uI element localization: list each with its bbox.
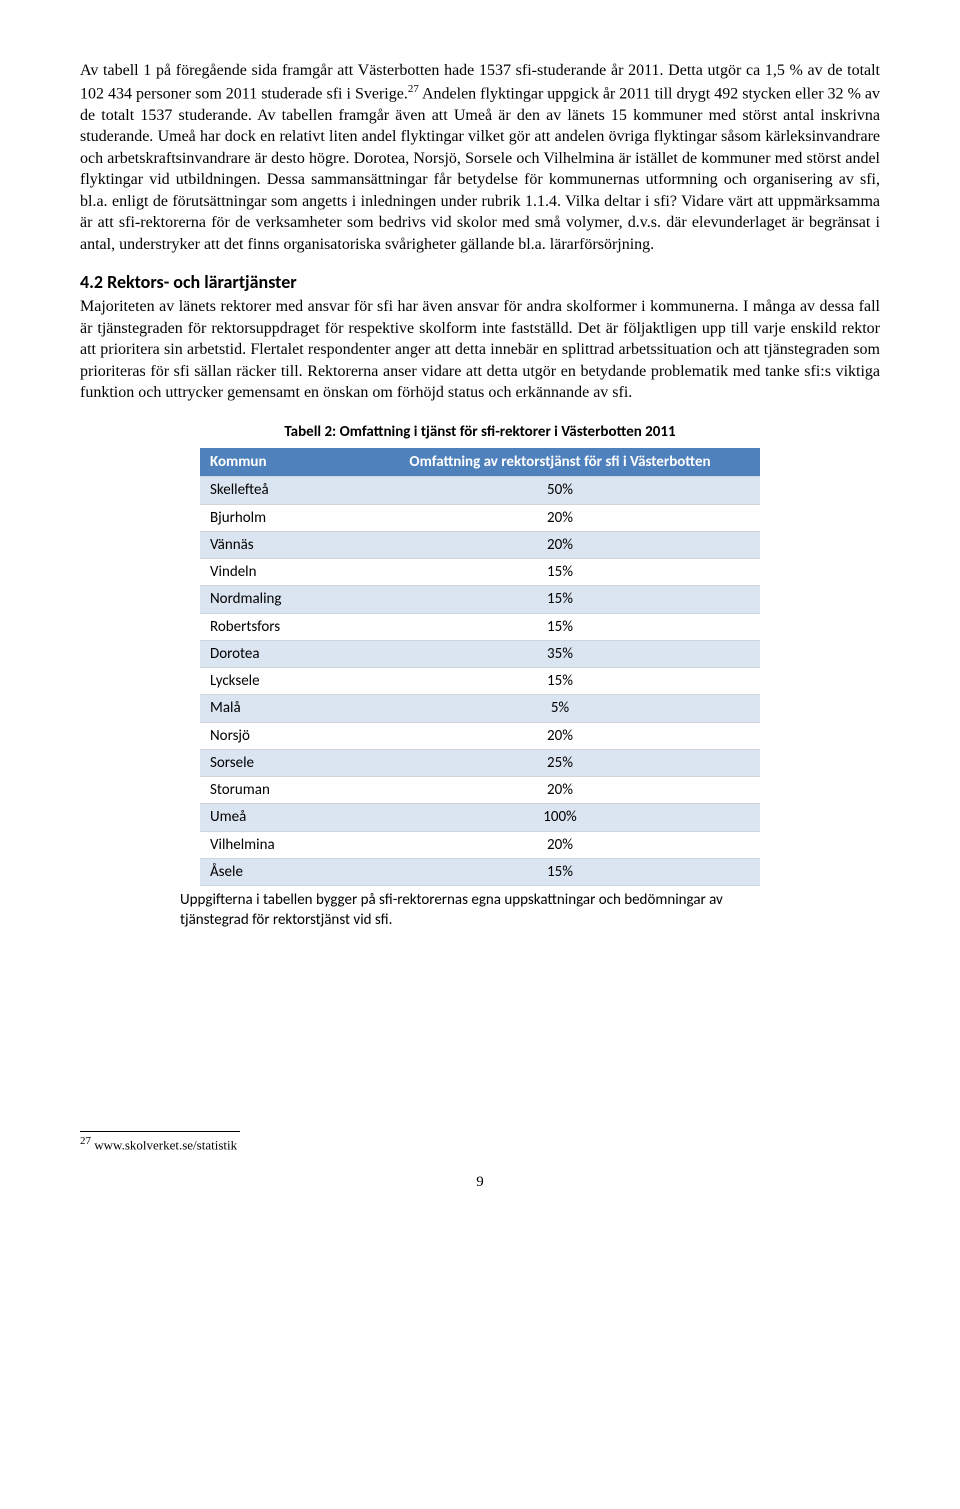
footnote-separator (80, 1131, 240, 1132)
rektor-table: Kommun Omfattning av rektorstjänst för s… (200, 448, 760, 886)
cell-value: 25% (360, 749, 760, 776)
cell-value: 20% (360, 777, 760, 804)
table-row: Vännäs20% (200, 531, 760, 558)
cell-value: 15% (360, 559, 760, 586)
table-title: Tabell 2: Omfattning i tjänst för sfi-re… (80, 422, 880, 442)
cell-kommun: Lycksele (200, 668, 360, 695)
footnote-text: www.skolverket.se/statistik (91, 1137, 237, 1152)
cell-value: 50% (360, 477, 760, 504)
cell-value: 20% (360, 531, 760, 558)
cell-value: 15% (360, 586, 760, 613)
cell-kommun: Bjurholm (200, 504, 360, 531)
cell-kommun: Dorotea (200, 640, 360, 667)
cell-value: 20% (360, 722, 760, 749)
table-header-omfattning: Omfattning av rektorstjänst för sfi i Vä… (360, 448, 760, 477)
table-note: Uppgifterna i tabellen bygger på sfi-rek… (180, 890, 780, 931)
table-row: Skellefteå50% (200, 477, 760, 504)
table-row: Vilhelmina20% (200, 831, 760, 858)
cell-kommun: Vindeln (200, 559, 360, 586)
cell-kommun: Skellefteå (200, 477, 360, 504)
cell-value: 15% (360, 613, 760, 640)
cell-kommun: Umeå (200, 804, 360, 831)
paragraph-1: Av tabell 1 på föregående sida framgår a… (80, 60, 880, 256)
table-row: Malå5% (200, 695, 760, 722)
cell-value: 15% (360, 858, 760, 885)
page-number: 9 (80, 1172, 880, 1192)
table-body: Skellefteå50%Bjurholm20%Vännäs20%Vindeln… (200, 477, 760, 886)
cell-kommun: Nordmaling (200, 586, 360, 613)
table-row: Nordmaling15% (200, 586, 760, 613)
cell-kommun: Sorsele (200, 749, 360, 776)
table-row: Dorotea35% (200, 640, 760, 667)
cell-value: 5% (360, 695, 760, 722)
table-row: Bjurholm20% (200, 504, 760, 531)
footnote-ref: 27 (408, 83, 419, 95)
cell-value: 100% (360, 804, 760, 831)
table-row: Norsjö20% (200, 722, 760, 749)
table-row: Åsele15% (200, 858, 760, 885)
section-heading: 4.2 Rektors- och lärartjänster (80, 270, 880, 294)
table-row: Sorsele25% (200, 749, 760, 776)
table-row: Robertsfors15% (200, 613, 760, 640)
cell-value: 20% (360, 504, 760, 531)
table-header-kommun: Kommun (200, 448, 360, 477)
cell-value: 35% (360, 640, 760, 667)
table-row: Umeå100% (200, 804, 760, 831)
cell-kommun: Åsele (200, 858, 360, 885)
table-row: Storuman20% (200, 777, 760, 804)
footnote-number: 27 (80, 1135, 91, 1147)
cell-kommun: Vilhelmina (200, 831, 360, 858)
paragraph-2: Majoriteten av länets rektorer med ansva… (80, 296, 880, 404)
cell-kommun: Storuman (200, 777, 360, 804)
cell-kommun: Robertsfors (200, 613, 360, 640)
cell-value: 20% (360, 831, 760, 858)
cell-value: 15% (360, 668, 760, 695)
table-row: Vindeln15% (200, 559, 760, 586)
footnote: 27 www.skolverket.se/statistik (80, 1134, 880, 1154)
cell-kommun: Norsjö (200, 722, 360, 749)
cell-kommun: Vännäs (200, 531, 360, 558)
table-row: Lycksele15% (200, 668, 760, 695)
cell-kommun: Malå (200, 695, 360, 722)
table-wrapper: Kommun Omfattning av rektorstjänst för s… (80, 448, 880, 886)
